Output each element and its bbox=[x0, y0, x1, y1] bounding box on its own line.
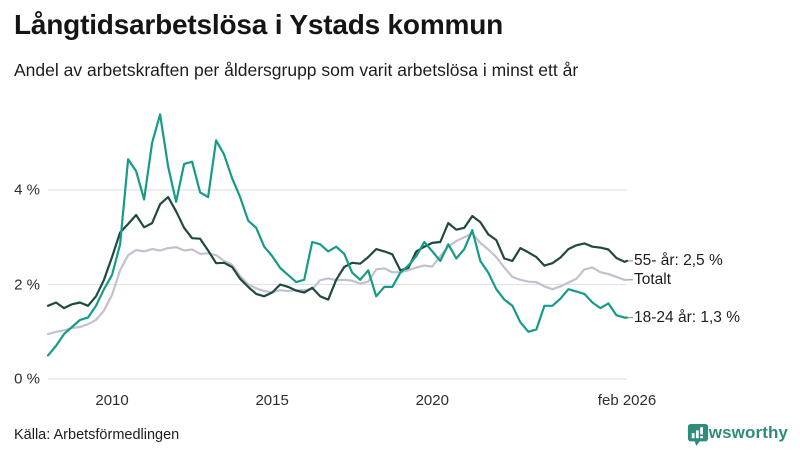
line-series-55-år bbox=[46, 196, 629, 310]
y-axis-tick: 0 % bbox=[14, 370, 40, 388]
source-note: Källa: Arbetsförmedlingen bbox=[14, 427, 180, 443]
x-axis-tick: 2020 bbox=[415, 392, 449, 409]
x-axis-tick: 2010 bbox=[95, 392, 129, 409]
x-axis-tick: feb 2026 bbox=[597, 392, 657, 409]
chart-title: Långtidsarbetslösa i Ystads kommun bbox=[14, 9, 504, 40]
x-axis-tick: 2015 bbox=[255, 392, 289, 409]
line-series-18-24-år bbox=[46, 113, 629, 357]
series-end-label: 18-24 år: 1,3 % bbox=[634, 308, 740, 326]
line-series-Totalt bbox=[46, 232, 629, 336]
series-end-label: 55- år: 2,5 % bbox=[634, 251, 723, 269]
series-end-label: Totalt bbox=[634, 270, 672, 288]
brand-logo: Newsworthy bbox=[686, 423, 788, 446]
brand-name: Newsworthy bbox=[686, 423, 788, 442]
y-axis-tick: 4 % bbox=[14, 181, 40, 199]
newsworthy-icon bbox=[687, 424, 708, 446]
chart-subtitle: Andel av arbetskraften per åldersgrupp s… bbox=[14, 60, 579, 80]
y-axis-tick: 2 % bbox=[14, 276, 40, 293]
